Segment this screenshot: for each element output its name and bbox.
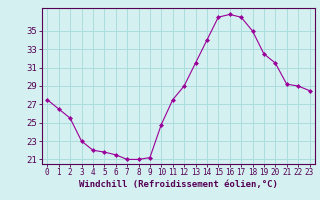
X-axis label: Windchill (Refroidissement éolien,°C): Windchill (Refroidissement éolien,°C) xyxy=(79,180,278,189)
